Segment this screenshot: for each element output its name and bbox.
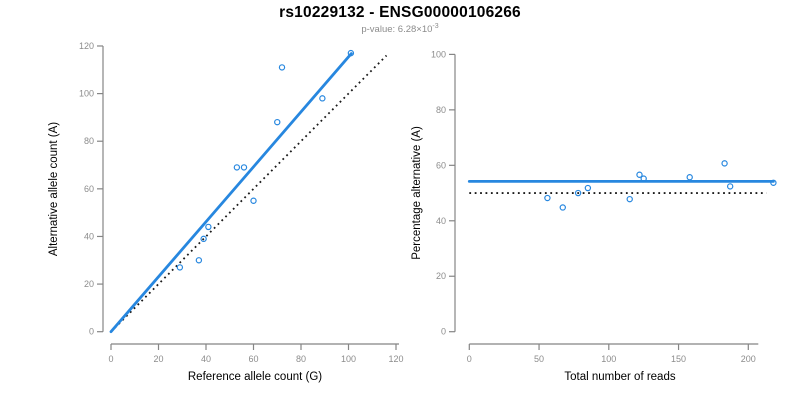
y-tick-label: 100 [431,49,446,59]
x-tick-label: 80 [296,354,306,364]
data-point [726,183,734,190]
data-point [640,175,647,182]
y-tick-label: 0 [441,327,446,337]
right-plot-ylabel: Percentage alternative (A) [411,126,423,260]
data-point [250,197,257,204]
data-point [347,49,355,57]
reference-dotted-line [110,54,388,333]
data-point [195,257,203,264]
x-tick-label: 150 [671,354,686,364]
figure-subtitle: p-value: 6.28×10-3 [0,22,800,35]
data-point [626,195,633,203]
y-tick-label: 80 [84,136,94,146]
left-plot-xlabel: Reference allele count (G) [188,371,322,383]
x-tick-label: 40 [201,354,211,364]
y-tick-label: 60 [436,160,446,170]
x-tick-label: 20 [153,354,163,364]
data-point [205,223,212,231]
right-plot-xlabel: Total number of reads [564,371,675,383]
fit-line [109,52,353,334]
y-tick-label: 60 [84,184,94,194]
y-tick-label: 40 [436,216,446,226]
data-point [584,184,592,192]
figure-title: rs10229132 - ENSG00000106266 [279,4,521,21]
data-point [200,235,207,243]
data-point [544,194,551,202]
y-tick-label: 120 [79,41,94,51]
data-point [770,179,777,186]
data-point [278,64,286,71]
x-tick-label: 100 [601,354,616,364]
data-point [721,160,728,167]
data-point [176,264,184,271]
y-tick-label: 100 [79,89,94,99]
data-point [559,204,566,211]
data-point [686,174,693,181]
data-point [240,164,248,171]
x-tick-label: 100 [341,354,356,364]
y-tick-label: 20 [436,271,446,281]
data-point [319,95,326,102]
x-tick-label: 0 [467,354,472,364]
data-point [574,189,582,197]
y-tick-label: 80 [436,105,446,115]
x-tick-label: 50 [534,354,544,364]
right-plot-percentage: 0 20 40 60 80 100 0 50 100 150 200 [431,49,777,364]
x-tick-label: 0 [108,354,113,364]
y-tick-label: 0 [89,327,94,337]
data-point [636,171,643,178]
data-point [233,164,241,171]
data-point [274,118,281,126]
pvalue-text: p-value: 6.28×10 [361,24,433,35]
x-tick-label: 60 [248,354,258,364]
left-plot-allele-counts: 0 20 40 60 80 100 120 0 20 40 60 80 100 120 [79,41,404,364]
x-tick-label: 120 [388,354,403,364]
y-tick-label: 20 [84,279,94,289]
left-plot-ylabel: Alternative allele count (A) [48,122,60,256]
x-tick-label: 200 [741,354,756,364]
y-tick-label: 40 [84,231,94,241]
pvalue-exponent: -3 [432,22,439,30]
